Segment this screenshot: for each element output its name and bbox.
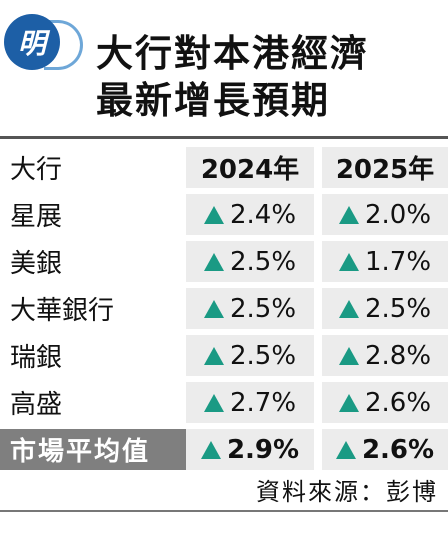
value-2025: 2.8% <box>364 340 432 371</box>
up-arrow-icon <box>335 440 356 459</box>
value-2025: 1.7% <box>364 246 432 277</box>
up-arrow-icon <box>203 205 224 224</box>
market-average-row: 市場平均值 2.9% 2.6% <box>0 429 448 470</box>
table-header-row: 大行 2024年 2025年 <box>0 147 448 188</box>
value-2024-cell: 2.4% <box>186 194 314 235</box>
up-arrow-icon <box>203 393 224 412</box>
value-2024: 2.5% <box>229 340 297 371</box>
value-2024-cell: 2.7% <box>186 382 314 423</box>
up-arrow-icon <box>338 346 359 365</box>
table-row: 星展 2.4% 2.0% <box>0 194 448 235</box>
up-arrow-icon <box>338 299 359 318</box>
forecast-table: 大行 2024年 2025年 星展 2.4% 2.0% 美銀 2.5% 1.7%… <box>0 141 448 476</box>
value-2025: 2.6% <box>364 387 432 418</box>
up-arrow-icon <box>338 205 359 224</box>
value-2025-cell: 2.5% <box>322 288 448 329</box>
up-arrow-icon <box>338 252 359 271</box>
table-row: 大華銀行 2.5% 2.5% <box>0 288 448 329</box>
title-line-1: 大行對本港經濟 <box>96 32 369 75</box>
bank-name: 瑞銀 <box>10 343 63 373</box>
up-arrow-icon <box>200 440 221 459</box>
table-row: 高盛 2.7% 2.6% <box>0 382 448 423</box>
bank-name: 美銀 <box>10 249 63 279</box>
value-2025-cell: 2.8% <box>322 335 448 376</box>
source-note: 資料來源：彭博 <box>256 478 438 506</box>
column-header-2025: 2025年 <box>322 147 448 188</box>
value-2024-cell: 2.5% <box>186 335 314 376</box>
up-arrow-icon <box>338 393 359 412</box>
value-2024-cell: 2.5% <box>186 241 314 282</box>
bottom-divider <box>0 510 448 512</box>
value-2025: 2.6% <box>361 434 435 465</box>
up-arrow-icon <box>203 252 224 271</box>
value-2024-cell: 2.9% <box>186 429 314 470</box>
up-arrow-icon <box>203 346 224 365</box>
value-2024: 2.5% <box>229 246 297 277</box>
speech-bubble-icon <box>44 20 83 70</box>
chart-title: 大行對本港經濟 最新增長預期 <box>96 30 369 124</box>
up-arrow-icon <box>203 299 224 318</box>
bank-name: 星展 <box>10 202 63 232</box>
value-2024: 2.5% <box>229 293 297 324</box>
logo-char: 明 <box>4 14 60 70</box>
value-2024: 2.9% <box>226 434 300 465</box>
header: 明 大行對本港經濟 最新增長預期 <box>0 0 448 140</box>
value-2024: 2.7% <box>229 387 297 418</box>
value-2025-cell: 1.7% <box>322 241 448 282</box>
title-line-2: 最新增長預期 <box>96 79 330 122</box>
column-header-2024: 2024年 <box>186 147 314 188</box>
bank-name: 高盛 <box>10 390 63 420</box>
value-2025-cell: 2.6% <box>322 429 448 470</box>
newspaper-logo: 明 <box>4 14 83 80</box>
value-2025: 2.0% <box>364 199 432 230</box>
value-2025-cell: 2.6% <box>322 382 448 423</box>
value-2024: 2.4% <box>229 199 297 230</box>
table-row: 瑞銀 2.5% 2.8% <box>0 335 448 376</box>
bank-name: 大華銀行 <box>10 296 115 326</box>
value-2025-cell: 2.0% <box>322 194 448 235</box>
market-average-label: 市場平均值 <box>0 429 186 470</box>
value-2024-cell: 2.5% <box>186 288 314 329</box>
top-divider <box>0 136 448 139</box>
column-header-bank: 大行 <box>10 155 63 185</box>
value-2025: 2.5% <box>364 293 432 324</box>
table-row: 美銀 2.5% 1.7% <box>0 241 448 282</box>
